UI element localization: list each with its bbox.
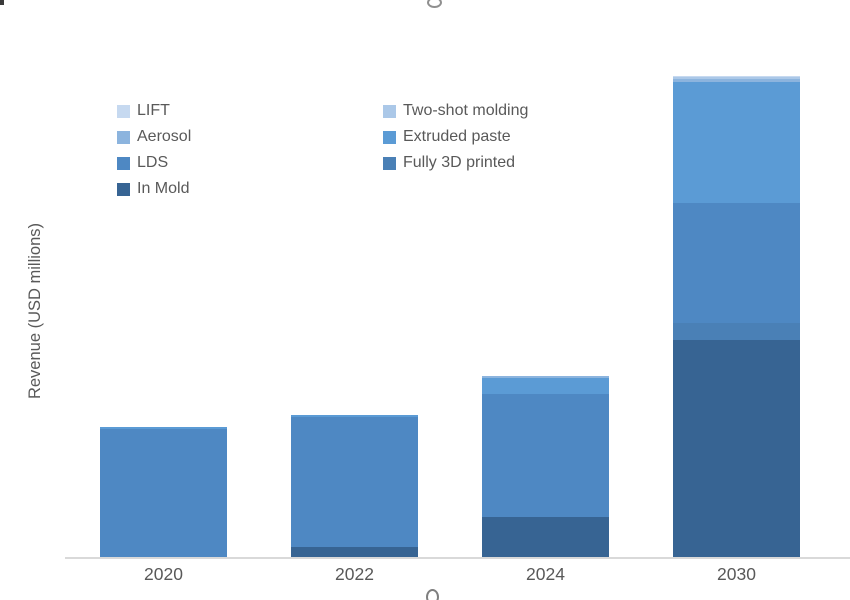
legend-item-lift: LIFT (117, 98, 191, 124)
legend-label-fully-3d-printed: Fully 3D printed (403, 154, 516, 171)
legend-label-lift: LIFT (137, 102, 170, 119)
legend-item-two-shot-molding: Two-shot molding (383, 98, 528, 124)
cropped-title-fragment (427, 0, 442, 8)
y-axis-title: Revenue (USD millions) (26, 222, 44, 400)
cropped-top-left-fragment (0, 0, 4, 5)
stacked-bar-2022 (291, 415, 418, 557)
legend-swatch-fully-3d-printed (383, 156, 396, 170)
legend-swatch-lds (117, 156, 130, 170)
bar-segment-fully-3d-printed-2030 (673, 323, 800, 340)
legend-swatch-in-mold (117, 182, 130, 196)
x-tick-label-2022: 2022 (335, 564, 374, 584)
legend-swatch-extruded-paste (383, 130, 396, 144)
bar-segment-lift-2030 (673, 76, 800, 77)
bar-segment-extruded-paste-2024 (482, 378, 609, 394)
legend-column-1: LIFT Aerosol LDS In Mold (117, 98, 191, 202)
stacked-bar-2020 (100, 427, 227, 557)
bar-segment-lds-2024 (482, 394, 609, 517)
legend-item-extruded-paste: Extruded paste (383, 124, 528, 150)
legend-label-in-mold: In Mold (137, 180, 190, 197)
bar-segment-extruded-paste-2022 (291, 415, 418, 417)
legend-swatch-two-shot-molding (383, 104, 396, 118)
legend-label-two-shot-molding: Two-shot molding (403, 102, 529, 119)
legend-item-fully-3d-printed: Fully 3D printed (383, 150, 528, 176)
bar-segment-in-mold-2022 (291, 547, 418, 557)
bar-segment-in-mold-2024 (482, 517, 609, 557)
bar-segment-extruded-paste-2020 (100, 427, 227, 429)
legend-swatch-lift (117, 104, 130, 118)
legend-column-2: Two-shot molding Extruded paste Fully 3D p… (383, 98, 528, 176)
legend-swatch-aerosol (117, 130, 130, 144)
bar-segment-lds-2020 (100, 429, 227, 557)
x-tick-label-2030: 2030 (717, 564, 756, 584)
stacked-bar-2030 (673, 76, 800, 557)
bar-segment-aerosol-2030 (673, 79, 800, 82)
bar-segment-lds-2030 (673, 203, 800, 323)
legend-item-aerosol: Aerosol (117, 124, 191, 150)
bar-segment-extruded-paste-2030 (673, 82, 800, 203)
legend-item-in-mold: In Mold (117, 176, 191, 202)
bar-segment-lds-2022 (291, 417, 418, 547)
x-axis-line (65, 557, 850, 559)
legend-item-lds: LDS (117, 150, 191, 176)
legend-label-extruded-paste: Extruded paste (403, 128, 511, 145)
x-tick-label-2024: 2024 (526, 564, 565, 584)
bar-segment-aerosol-2024 (482, 376, 609, 378)
x-tick-label-2020: 2020 (144, 564, 183, 584)
bar-segment-two-shot-molding-2030 (673, 77, 800, 79)
bar-segment-in-mold-2030 (673, 340, 800, 557)
stacked-bar-2024 (482, 376, 609, 557)
cropped-axis-label-fragment (426, 589, 439, 600)
legend-label-lds: LDS (137, 154, 169, 171)
legend-label-aerosol: Aerosol (137, 128, 192, 145)
